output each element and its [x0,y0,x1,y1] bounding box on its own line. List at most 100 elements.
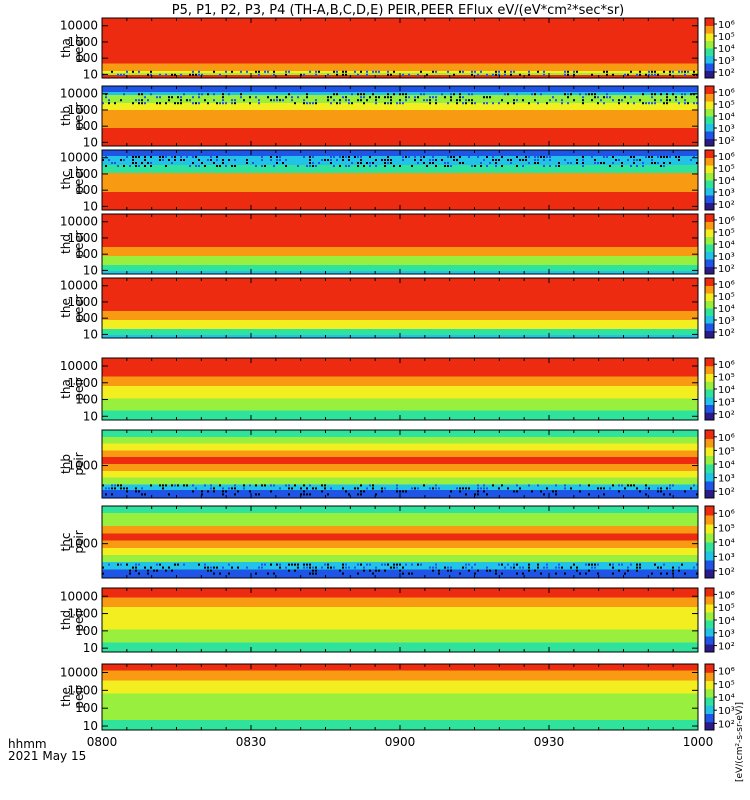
colorbar-tick-label: 10⁵ [718,446,735,457]
colorbar-tick-label: 10⁴ [718,240,735,251]
colorbar-tick-label: 10⁶ [718,590,735,601]
colorbar-tick-label: 10⁶ [718,216,735,227]
y-tick-label: 10 [83,199,98,213]
colorbar-tick-label: 10⁴ [718,460,735,471]
y-tick-label: 1000 [67,459,98,473]
colorbar-tick-label: 10³ [718,124,735,135]
figure-title: P5, P1, P2, P3, P4 (TH-A,B,C,D,E) PEIR,P… [172,3,625,18]
spectrogram-panels: 10100100010000thapeer10²10³10⁴10⁵10⁶1010… [59,17,735,733]
panel-label: thcpeer [59,166,86,193]
y-tick-label: 1000 [67,683,98,697]
y-tick-label: 100 [75,701,98,715]
y-tick-label: 1000 [67,231,98,245]
noise-texture [102,563,698,575]
colorbar-tick-label: 10⁶ [718,88,735,99]
colorbar-tick-label: 10³ [718,629,735,640]
y-tick-label: 1000 [67,35,98,49]
noise-texture [102,93,698,105]
colorbar-tick-label: 10³ [718,188,735,199]
colorbar-tick-label: 10⁵ [718,228,735,239]
colorbar-tick-label: 10⁴ [718,616,735,627]
colorbar-unit-label: [eV/(cm²-s-sr-eV)] [735,702,745,782]
x-tick-label: 0830 [236,735,267,749]
y-tick-label: 10 [83,409,98,423]
spectrogram-image [102,86,698,146]
colorbar-tick-label: 10² [718,328,735,339]
colorbar-tick-label: 10² [718,264,735,275]
y-tick-label: 10000 [60,151,98,165]
noise-texture [102,484,698,496]
x-tick-label: 0800 [87,735,118,749]
y-tick-label: 1000 [67,607,98,621]
panel-thd-peir: 10 100 1000 10000 thdpeir 10² 10³ 10⁴ 10⁵ 10⁶ [59,587,735,655]
spectrogram-image [102,358,698,420]
panel-label: thcpeir [59,530,86,553]
spectrogram-image [102,588,698,652]
y-tick-label: 10000 [60,359,98,373]
colorbar-tick-label: 10⁴ [718,44,735,55]
spectrogram-image [102,150,698,210]
spectrogram-image [102,18,698,78]
colorbar-tick-label: 10⁵ [718,524,735,535]
panel-label: thapeir [59,377,86,400]
colorbar-tick-label: 10² [718,642,735,653]
time-format-label: hhmm [8,737,47,751]
noise-texture [102,70,698,76]
colorbar-tick-label: 10⁶ [718,280,735,291]
colorbar-tick-label: 10⁶ [718,667,735,678]
y-tick-label: 10 [83,641,98,655]
colorbar-tick-label: 10⁶ [718,152,735,163]
y-tick-label: 1000 [67,537,98,551]
colorbar-tick-label: 10⁵ [718,603,735,614]
y-tick-label: 10000 [60,19,98,33]
spectrogram-image [102,664,698,730]
colorbar-tick-label: 10⁶ [718,433,735,444]
panel-label: thepeer [59,294,86,321]
colorbar-tick-label: 10³ [718,706,735,717]
colorbar-tick-label: 10³ [718,397,735,408]
colorbar-tick-label: 10⁵ [718,32,735,43]
colorbar-tick-label: 10² [718,567,735,578]
y-tick-label: 1000 [67,103,98,117]
y-tick-label: 100 [75,183,98,197]
colorbar-tick-label: 10⁶ [718,360,735,371]
colorbar-tick-label: 10⁵ [718,164,735,175]
colorbar-tick-label: 10³ [718,252,735,263]
colorbar-tick-label: 10⁴ [718,304,735,315]
y-tick-label: 10000 [60,215,98,229]
panel-label: thdpeir [59,608,86,631]
x-axis: 0800 0830 0900 0930 1000 [87,735,714,749]
colorbar-tick-label: 10³ [718,552,735,563]
colorbar-tick-label: 10⁶ [718,509,735,520]
spectrogram-image [102,430,698,498]
colorbar-tick-label: 10² [718,200,735,211]
colorbar-tick-label: 10⁵ [718,680,735,691]
colorbar-tick-label: 10² [718,487,735,498]
colorbar-tick-label: 10⁴ [718,176,735,187]
spectrogram-image [102,506,698,578]
y-tick-label: 10 [83,719,98,733]
panel-label: thapeer [59,34,86,61]
date-label: 2021 May 15 [8,749,86,763]
y-tick-label: 10 [83,263,98,277]
colorbar-tick-label: 10⁴ [718,693,735,704]
colorbar: 10² 10³ 10⁴ 10⁵ 10⁶ [704,587,735,653]
colorbar-tick-label: 10² [718,68,735,79]
colorbar-tick-label: 10⁵ [718,373,735,384]
colorbar-tick-label: 10² [718,136,735,147]
y-tick-label: 10000 [60,589,98,603]
y-tick-label: 10 [83,135,98,149]
